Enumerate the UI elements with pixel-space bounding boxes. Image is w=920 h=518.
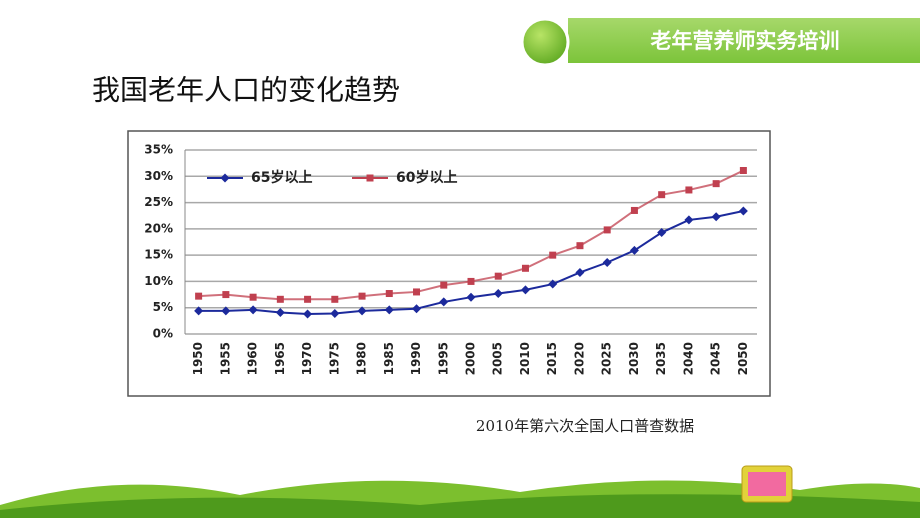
- data-point: [658, 191, 666, 199]
- data-point: [684, 215, 694, 225]
- legend-label: 65岁以上: [251, 169, 312, 186]
- data-point: [275, 307, 285, 317]
- x-tick-label: 1995: [436, 342, 450, 375]
- caption: 2010年第六次全国人口普查数据: [476, 417, 694, 435]
- slide-title: 我国老年人口的变化趋势: [92, 74, 400, 107]
- data-point: [739, 167, 747, 175]
- data-point: [467, 277, 475, 285]
- data-point: [549, 251, 557, 259]
- data-point: [220, 173, 230, 183]
- x-tick-label: 1975: [327, 342, 341, 375]
- x-tick-label: 1955: [218, 342, 232, 375]
- data-point: [440, 281, 448, 289]
- legend-label: 60岁以上: [396, 169, 457, 186]
- x-tick-label: 2000: [464, 342, 478, 375]
- data-point: [413, 288, 421, 296]
- x-tick-label: 1985: [382, 342, 396, 375]
- x-tick-label: 2035: [654, 342, 668, 375]
- x-tick-label: 2040: [681, 342, 695, 375]
- x-tick-label: 2025: [600, 342, 614, 375]
- x-tick-label: 2015: [545, 342, 559, 375]
- y-tick-label: 0%: [153, 327, 173, 341]
- data-point: [330, 308, 340, 318]
- header-dot: [520, 17, 570, 67]
- data-point: [657, 228, 667, 238]
- y-tick-label: 10%: [144, 274, 173, 288]
- data-point: [222, 291, 230, 299]
- data-point: [494, 272, 502, 280]
- x-tick-label: 2030: [627, 342, 641, 375]
- data-point: [249, 293, 257, 301]
- data-point: [366, 174, 374, 182]
- data-point: [575, 267, 585, 277]
- data-point: [221, 306, 231, 316]
- data-point: [630, 206, 638, 214]
- data-point: [276, 295, 284, 303]
- x-tick-label: 2045: [709, 342, 723, 375]
- x-tick-label: 2005: [491, 342, 505, 375]
- header-band: [568, 18, 920, 63]
- data-point: [439, 297, 449, 307]
- x-tick-label: 2050: [736, 342, 750, 375]
- data-point: [711, 212, 721, 222]
- y-tick-label: 15%: [144, 248, 173, 262]
- data-point: [248, 305, 258, 315]
- data-point: [412, 304, 422, 314]
- x-tick-label: 2010: [518, 342, 532, 375]
- data-point: [712, 180, 720, 188]
- data-point: [521, 264, 529, 272]
- data-point: [304, 295, 312, 303]
- data-point: [384, 305, 394, 315]
- data-point: [195, 292, 203, 300]
- x-tick-label: 1990: [409, 342, 423, 375]
- data-point: [685, 186, 693, 194]
- y-tick-label: 25%: [144, 195, 173, 209]
- data-point: [303, 309, 313, 319]
- data-point: [603, 226, 611, 234]
- chart-frame: [127, 130, 771, 397]
- x-tick-label: 1960: [246, 342, 260, 375]
- data-point: [493, 289, 503, 299]
- header-title: 老年营养师实务培训: [651, 29, 840, 53]
- data-point: [358, 292, 366, 300]
- data-point: [520, 285, 530, 295]
- y-tick-label: 20%: [144, 221, 173, 235]
- x-tick-label: 1965: [273, 342, 287, 375]
- data-point: [466, 292, 476, 302]
- data-point: [576, 242, 584, 250]
- y-tick-label: 30%: [144, 169, 173, 183]
- grass: [0, 465, 920, 518]
- data-point: [194, 306, 204, 316]
- data-point: [738, 206, 748, 216]
- x-tick-label: 1980: [355, 342, 369, 375]
- data-point: [548, 279, 558, 289]
- tv-screen: [748, 472, 786, 496]
- data-point: [629, 245, 639, 255]
- data-point: [357, 306, 367, 316]
- grass-shadow: [0, 494, 920, 518]
- x-tick-label: 1970: [300, 342, 314, 375]
- data-point: [602, 258, 612, 268]
- data-point: [385, 290, 393, 298]
- x-tick-label: 1950: [191, 342, 205, 375]
- data-point: [331, 295, 339, 303]
- x-tick-label: 2020: [572, 342, 586, 375]
- y-tick-label: 35%: [144, 143, 173, 157]
- y-tick-label: 5%: [153, 300, 173, 314]
